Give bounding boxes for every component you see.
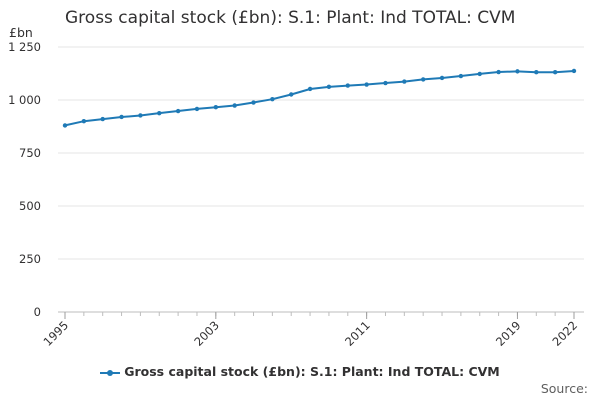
data-point[interactable] xyxy=(534,70,539,75)
y-axis-label: £bn xyxy=(9,25,33,40)
data-point[interactable] xyxy=(119,114,124,120)
x-tick-label: 2003 xyxy=(191,318,222,349)
data-point[interactable] xyxy=(251,100,256,105)
data-point[interactable] xyxy=(458,73,464,79)
data-point[interactable] xyxy=(289,92,294,97)
data-point[interactable] xyxy=(81,119,87,124)
x-tick-label: 2022 xyxy=(550,318,581,349)
chart-title: Gross capital stock (£bn): S.1: Plant: I… xyxy=(65,8,516,28)
data-point[interactable] xyxy=(157,110,162,116)
x-tick-label: 2019 xyxy=(493,318,524,349)
y-tick-label: 1 250 xyxy=(8,40,41,54)
legend-line-swatch xyxy=(100,368,121,378)
x-tick-label: 1995 xyxy=(41,318,72,349)
data-point[interactable] xyxy=(100,116,105,122)
data-point[interactable] xyxy=(175,108,181,114)
data-point[interactable] xyxy=(571,68,577,74)
y-tick-label: 500 xyxy=(19,199,41,213)
data-point[interactable] xyxy=(496,69,501,75)
data-point[interactable] xyxy=(307,86,313,92)
y-tick-label: 750 xyxy=(19,146,41,160)
data-point[interactable] xyxy=(439,75,445,81)
data-point[interactable] xyxy=(270,96,275,102)
data-point[interactable] xyxy=(138,113,143,118)
x-tick-label: 2011 xyxy=(342,318,373,349)
data-point[interactable] xyxy=(232,103,237,108)
legend-label: Gross capital stock (£bn): S.1: Plant: I… xyxy=(124,364,500,379)
data-point[interactable] xyxy=(345,83,350,88)
axes: 0 250 500 750 1 000 1 250 1995 2003 2011 2019 2022 xyxy=(8,40,584,349)
series-layer xyxy=(62,68,577,128)
gridlines xyxy=(58,46,584,260)
series-line xyxy=(64,70,575,127)
y-tick-label: 0 xyxy=(34,305,41,319)
legend: Gross capital stock (£bn): S.1: Plant: I… xyxy=(0,364,600,379)
data-point[interactable] xyxy=(213,105,219,110)
source-label: Source: xyxy=(540,381,588,396)
data-point[interactable] xyxy=(383,80,388,86)
data-point[interactable] xyxy=(326,84,332,90)
data-point[interactable] xyxy=(477,71,482,77)
data-point[interactable] xyxy=(62,123,68,128)
data-point[interactable] xyxy=(552,70,558,75)
data-point[interactable] xyxy=(364,82,369,87)
data-point[interactable] xyxy=(402,79,407,84)
y-tick-label: 250 xyxy=(19,252,41,266)
data-point[interactable] xyxy=(420,77,426,82)
data-point[interactable] xyxy=(194,106,200,112)
y-tick-label: 1 000 xyxy=(8,93,41,107)
data-point[interactable] xyxy=(515,69,520,74)
